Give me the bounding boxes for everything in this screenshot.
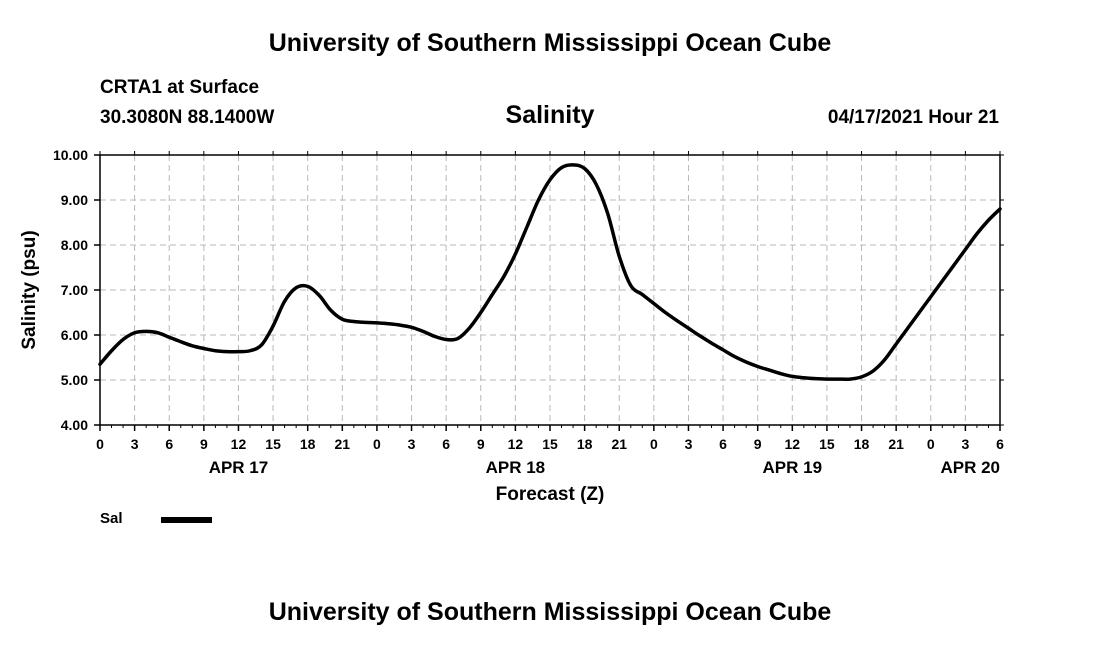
x-tick-label: 3 bbox=[685, 436, 693, 452]
x-axis-title: Forecast (Z) bbox=[496, 484, 605, 505]
x-tick-label: 15 bbox=[819, 436, 835, 452]
station-name: CRTA1 at Surface bbox=[100, 77, 260, 98]
y-tick-label: 7.00 bbox=[61, 282, 88, 298]
y-tick-label: 4.00 bbox=[61, 417, 88, 433]
x-tick-label: 0 bbox=[373, 436, 381, 452]
x-tick-label: 3 bbox=[961, 436, 969, 452]
x-tick-label: 0 bbox=[927, 436, 935, 452]
legend-label: Sal bbox=[100, 510, 123, 527]
day-label: APR 20 bbox=[940, 458, 1000, 477]
x-tick-label: 0 bbox=[96, 436, 104, 452]
x-tick-label: 9 bbox=[754, 436, 762, 452]
y-tick-label: 6.00 bbox=[61, 327, 88, 343]
x-tick-label: 3 bbox=[131, 436, 139, 452]
x-tick-label: 21 bbox=[611, 436, 627, 452]
top-title: University of Southern Mississippi Ocean… bbox=[268, 29, 832, 57]
x-tick-label: 6 bbox=[442, 436, 450, 452]
x-tick-label: 18 bbox=[854, 436, 870, 452]
x-tick-label: 18 bbox=[577, 436, 593, 452]
y-tick-label: 9.00 bbox=[61, 192, 88, 208]
x-tick-label: 12 bbox=[231, 436, 247, 452]
day-label: APR 17 bbox=[209, 458, 269, 477]
series-line-sal bbox=[98, 163, 1002, 382]
x-tick-label: 15 bbox=[265, 436, 281, 452]
x-tick-label: 12 bbox=[508, 436, 524, 452]
x-tick-label: 15 bbox=[542, 436, 558, 452]
chart-title: Salinity bbox=[505, 101, 595, 129]
x-tick-label: 6 bbox=[165, 436, 173, 452]
day-label: APR 19 bbox=[763, 458, 823, 477]
y-tick-label: 10.00 bbox=[53, 147, 88, 163]
x-tick-label: 12 bbox=[785, 436, 801, 452]
day-label: APR 18 bbox=[486, 458, 546, 477]
forecast-datetime: 04/17/2021 Hour 21 bbox=[827, 107, 999, 128]
x-tick-label: 0 bbox=[650, 436, 658, 452]
x-tick-label: 6 bbox=[719, 436, 727, 452]
y-axis-title: Salinity (psu) bbox=[19, 230, 40, 349]
y-tick-label: 8.00 bbox=[61, 237, 88, 253]
x-tick-label: 21 bbox=[335, 436, 351, 452]
x-tick-label: 3 bbox=[408, 436, 416, 452]
x-tick-label: 6 bbox=[996, 436, 1004, 452]
x-tick-label: 9 bbox=[200, 436, 208, 452]
y-tick-label: 5.00 bbox=[61, 372, 88, 388]
x-tick-label: 9 bbox=[477, 436, 485, 452]
x-tick-label: 21 bbox=[888, 436, 904, 452]
station-coordinates: 30.3080N 88.1400W bbox=[100, 107, 275, 128]
x-tick-label: 18 bbox=[300, 436, 316, 452]
legend-line-swatch bbox=[161, 517, 212, 523]
bottom-title: University of Southern Mississippi Ocean… bbox=[268, 598, 832, 626]
